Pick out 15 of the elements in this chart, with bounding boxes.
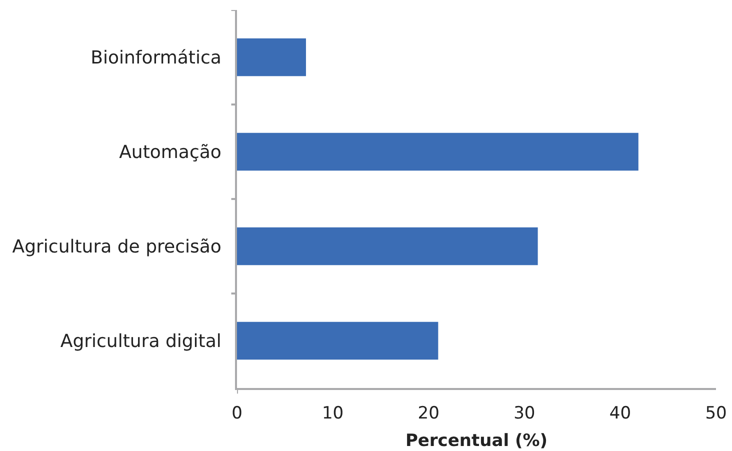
bar <box>237 227 538 266</box>
x-tick-label: 10 <box>322 403 344 424</box>
x-tick-label: 50 <box>705 403 727 424</box>
y-tick-label: Bioinformática <box>90 48 222 69</box>
bar <box>237 132 638 171</box>
x-axis-title: Percentual (%) <box>405 431 548 451</box>
y-tick-label: Agricultura de precisão <box>12 236 222 258</box>
bar <box>237 38 306 76</box>
y-tick-label: Automação <box>119 142 222 164</box>
x-tick-label: 30 <box>514 403 536 424</box>
x-tick-label: 0 <box>232 403 242 424</box>
bar <box>237 322 438 360</box>
x-tick-label: 40 <box>609 403 632 424</box>
y-tick-label: Agricultura digital <box>60 331 222 352</box>
x-tick-label: 20 <box>418 403 440 424</box>
